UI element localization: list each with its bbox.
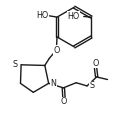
Text: O: O	[92, 59, 99, 68]
Text: N: N	[51, 79, 56, 88]
Text: O: O	[53, 46, 60, 55]
Text: HO: HO	[36, 11, 48, 20]
Text: S: S	[13, 60, 18, 69]
Text: HO: HO	[68, 12, 80, 21]
Text: O: O	[61, 97, 67, 106]
Text: S: S	[89, 81, 94, 90]
